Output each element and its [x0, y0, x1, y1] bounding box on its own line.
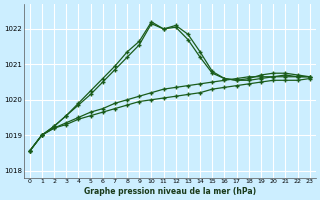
X-axis label: Graphe pression niveau de la mer (hPa): Graphe pression niveau de la mer (hPa)	[84, 187, 256, 196]
